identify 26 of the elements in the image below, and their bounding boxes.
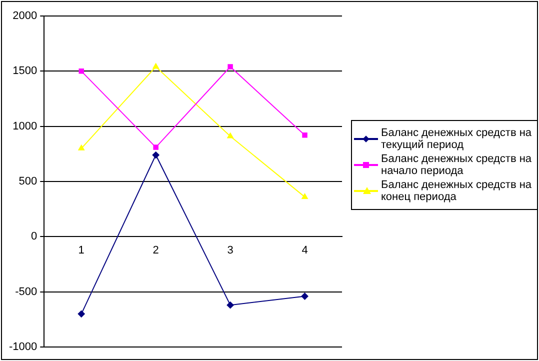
- point: [78, 310, 85, 318]
- y-tick-label: -1000: [8, 341, 38, 354]
- point: [78, 144, 84, 150]
- point: [227, 132, 234, 138]
- point: [152, 63, 159, 69]
- point: [228, 64, 233, 70]
- x-tick-label: 2: [152, 244, 159, 256]
- point: [226, 302, 234, 309]
- y-tick-label: 0: [31, 230, 38, 243]
- y-tick-label: 500: [18, 176, 38, 188]
- point: [302, 193, 308, 199]
- legend-label: Баланс денежных средств на конец периода: [381, 179, 533, 203]
- legend-label: Баланс денежных средств на начало периода: [381, 153, 533, 177]
- point: [78, 68, 84, 74]
- point: [152, 152, 160, 159]
- x-tick-label: 3: [227, 244, 234, 256]
- point: [153, 144, 158, 150]
- point: [301, 292, 308, 300]
- y-tick-label: 1500: [12, 65, 38, 78]
- y-tick-label: -500: [15, 286, 38, 298]
- x-tick-label: 1: [78, 244, 84, 256]
- x-tick-label: 4: [302, 244, 308, 256]
- point: [302, 132, 308, 138]
- y-tick-label: 1000: [12, 120, 38, 132]
- legend-label: Баланс денежных средств на текущий период: [381, 127, 533, 151]
- y-tick-label: 2000: [12, 10, 38, 22]
